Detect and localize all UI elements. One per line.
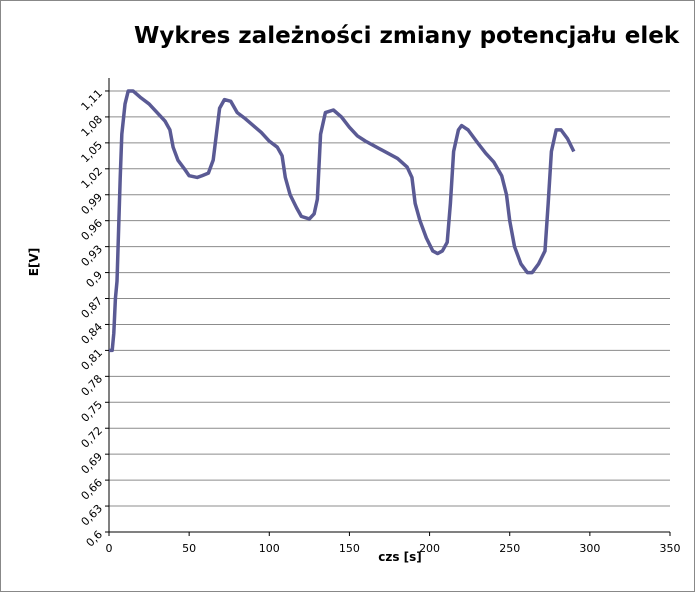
x-tick-label: 300 [579,542,600,555]
x-tick-label: 0 [106,542,113,555]
y-axis-label: E[V] [27,248,41,276]
x-tick-label: 100 [259,542,280,555]
data-line [109,89,576,353]
x-tick-label: 250 [499,542,520,555]
x-tick-label: 350 [660,542,681,555]
x-tick-label: 50 [182,542,196,555]
x-axis-label: czs [s] [378,550,422,564]
chart-title: Wykres zależności zmiany potencjału elek [134,23,680,49]
x-tick-label: 200 [419,542,440,555]
x-tick-label: 150 [339,542,360,555]
